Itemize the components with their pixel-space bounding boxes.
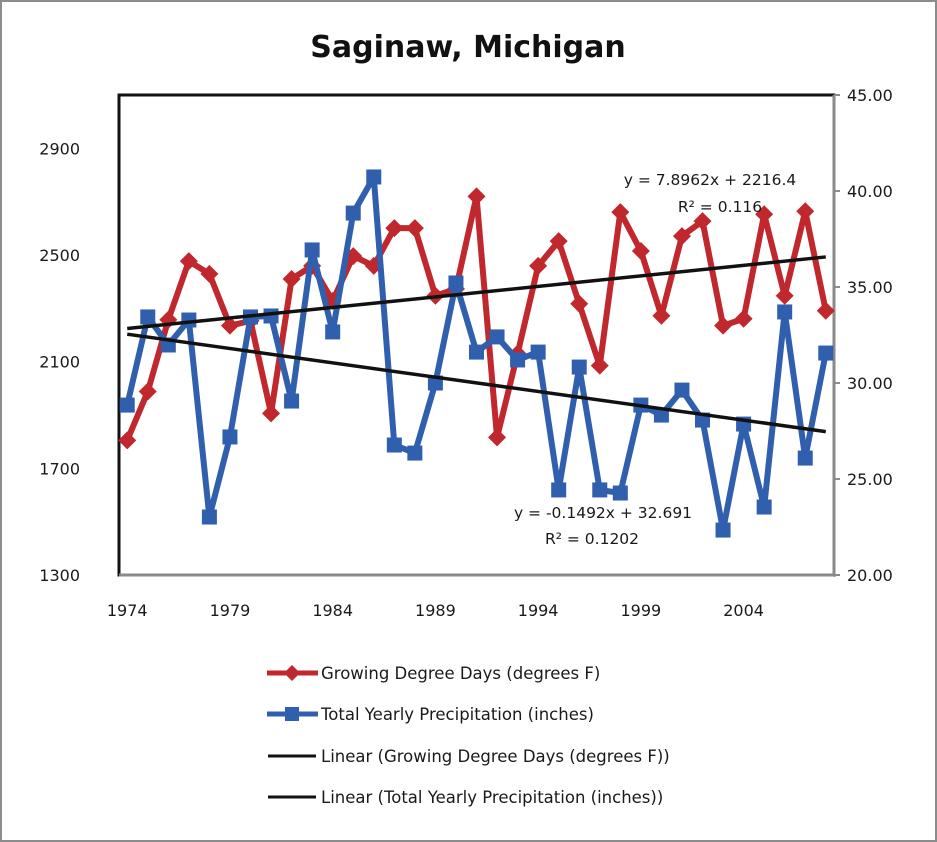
data-point	[344, 247, 363, 266]
data-point	[405, 219, 424, 238]
x-tick-label: 1989	[415, 601, 456, 620]
data-point	[325, 324, 341, 340]
data-point	[631, 242, 650, 260]
y-right-tick-label: 25.00	[847, 470, 893, 489]
data-point	[284, 393, 300, 409]
legend-item-gdd: Growing Degree Days (degrees F)	[267, 664, 600, 683]
data-point	[612, 485, 628, 501]
trendline-annotations: y = 7.8962x + 2216.4 R² = 0.116 y = -0.1…	[514, 171, 796, 548]
legend-item-precip: Total Yearly Precipitation (inches)	[267, 705, 594, 724]
data-point	[674, 382, 690, 398]
chart-title: Saginaw, Michigan	[310, 30, 625, 65]
data-point	[140, 309, 156, 325]
data-point	[693, 212, 712, 231]
data-point	[756, 499, 772, 515]
data-point	[529, 256, 548, 275]
x-tick-label: 1984	[312, 601, 353, 620]
data-point	[796, 202, 815, 221]
y-right-tick-label: 40.00	[847, 182, 893, 201]
x-tick-label: 1999	[621, 601, 662, 620]
data-point	[592, 482, 608, 498]
data-point	[777, 304, 793, 320]
data-point	[818, 345, 834, 361]
legend-gdd-label: Growing Degree Days (degrees F)	[321, 664, 600, 683]
data-point	[570, 294, 589, 313]
data-point	[775, 286, 794, 305]
data-point	[571, 359, 587, 375]
legend-gdd-trend-label: Linear (Growing Degree Days (degrees F))	[321, 747, 670, 766]
data-point	[488, 428, 507, 447]
legend: Growing Degree Days (degrees F) Total Ye…	[267, 664, 670, 807]
data-point	[510, 352, 526, 368]
data-point	[282, 270, 301, 288]
data-point	[345, 205, 361, 221]
y-right-tick-label: 30.00	[847, 374, 893, 393]
x-tick-label: 1974	[107, 601, 148, 620]
y-right-tick-label: 20.00	[847, 566, 893, 585]
data-point	[385, 219, 404, 238]
data-point	[797, 450, 813, 466]
data-point	[201, 509, 217, 525]
data-point	[653, 407, 669, 423]
trendline-gdd	[127, 255, 826, 331]
data-point	[551, 482, 567, 498]
data-point	[304, 242, 320, 258]
data-point	[407, 445, 423, 461]
y-left-tick-label: 2500	[39, 246, 80, 265]
data-point	[672, 227, 691, 246]
y-left-tick-label: 1700	[39, 459, 80, 478]
legend-item-precip-trend: Linear (Total Yearly Precipitation (inch…	[268, 788, 663, 807]
data-point	[448, 275, 464, 291]
data-point	[549, 232, 568, 251]
data-point	[652, 306, 671, 325]
y-right-tick-label: 45.00	[847, 86, 893, 105]
x-tick-label: 1994	[518, 601, 559, 620]
data-point	[222, 429, 238, 445]
data-point	[467, 187, 486, 206]
x-tick-label: 2004	[723, 601, 764, 620]
data-point	[366, 169, 382, 185]
data-point	[119, 397, 135, 413]
data-point	[489, 329, 505, 345]
y-left-tick-label: 2900	[39, 139, 80, 158]
data-point	[138, 382, 157, 401]
legend-item-gdd-trend: Linear (Growing Degree Days (degrees F))	[268, 747, 670, 766]
legend-precip-trend-label: Linear (Total Yearly Precipitation (inch…	[321, 788, 663, 807]
data-point	[469, 344, 484, 360]
data-point	[590, 356, 609, 375]
gdd-trend-equation: y = 7.8962x + 2216.4	[624, 171, 797, 189]
precip-trend-r2: R² = 0.1202	[545, 530, 639, 548]
data-point	[530, 344, 546, 360]
y-left-tick-label: 1300	[39, 566, 80, 585]
data-point	[200, 264, 219, 283]
data-point	[715, 522, 731, 538]
legend-precip-label: Total Yearly Precipitation (inches)	[320, 705, 594, 724]
y-axis-left: 1300 1700 2100 2500 2900	[39, 139, 80, 585]
data-point	[611, 203, 630, 222]
trendlines	[126, 255, 827, 434]
data-point	[220, 316, 239, 335]
data-point	[386, 437, 402, 453]
x-tick-label: 1979	[210, 601, 251, 620]
data-point	[714, 316, 733, 335]
data-point	[734, 309, 753, 328]
y-left-tick-label: 2100	[39, 353, 80, 372]
data-point	[755, 205, 774, 224]
x-axis: 1974 1979 1984 1989 1994 1999 2004	[107, 601, 764, 620]
data-point	[179, 252, 198, 271]
data-point	[118, 431, 137, 450]
square-marker-icon	[285, 707, 299, 721]
precip-trend-equation: y = -0.1492x + 32.691	[514, 504, 692, 522]
data-point	[816, 301, 835, 320]
trendline-precip	[126, 332, 827, 434]
diamond-marker-icon	[284, 665, 300, 681]
y-axis-right: 20.00 25.00 30.00 35.00 40.00 45.00	[834, 86, 893, 585]
gdd-trend-r2: R² = 0.116	[678, 198, 762, 216]
data-point	[262, 404, 281, 423]
y-right-tick-label: 35.00	[847, 278, 893, 297]
